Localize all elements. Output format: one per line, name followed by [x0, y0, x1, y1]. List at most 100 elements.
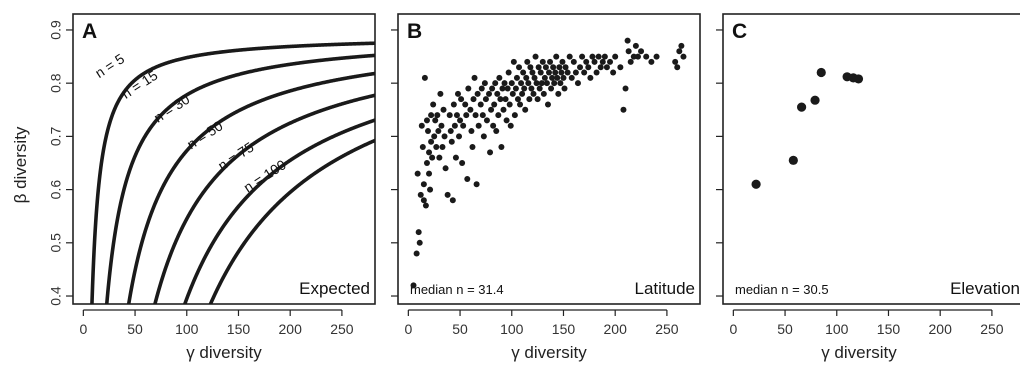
data-point: [566, 53, 573, 60]
x-axis-label: γ diversity: [186, 343, 262, 362]
data-point: [534, 96, 541, 103]
data-point: [429, 154, 436, 161]
curve-label: n = 15: [119, 67, 161, 102]
data-point: [638, 48, 645, 55]
data-point: [624, 37, 631, 44]
data-point: [622, 85, 629, 92]
data-point: [437, 90, 444, 97]
data-point: [492, 80, 499, 87]
data-point: [495, 112, 502, 119]
data-point: [431, 133, 438, 140]
data-point: [543, 80, 550, 87]
x-tick-label: 50: [777, 321, 793, 337]
data-point: [541, 74, 548, 81]
data-point: [557, 80, 564, 87]
data-point: [497, 96, 504, 103]
data-point: [625, 48, 632, 55]
data-point: [477, 101, 484, 108]
data-point: [601, 53, 608, 60]
x-axis-label: γ diversity: [821, 343, 897, 362]
data-point: [491, 101, 498, 108]
data-point: [593, 69, 600, 76]
data-point: [410, 282, 417, 289]
x-tick-label: 150: [552, 321, 576, 337]
data-point: [486, 90, 493, 97]
data-point: [538, 80, 545, 87]
data-point: [634, 53, 641, 60]
data-point: [585, 64, 592, 71]
x-tick-label: 100: [500, 321, 524, 337]
x-tick-label: 250: [655, 321, 679, 337]
data-point: [414, 170, 421, 177]
x-tick-label: 0: [79, 321, 87, 337]
data-point: [680, 53, 687, 60]
data-point: [559, 58, 566, 65]
data-point: [504, 85, 511, 92]
data-point: [422, 202, 429, 209]
data-point: [447, 128, 454, 135]
x-tick-label: 200: [279, 321, 303, 337]
data-point: [555, 90, 562, 97]
panel-b-data: [410, 37, 687, 289]
data-point: [513, 74, 520, 81]
data-point: [421, 74, 428, 81]
x-tick-label: 50: [452, 321, 468, 337]
data-point: [554, 74, 561, 81]
data-point: [532, 53, 539, 60]
y-tick-label: 0.9: [48, 20, 64, 40]
panel-letter: B: [407, 20, 422, 43]
data-point: [470, 96, 477, 103]
panel-b: 0 50 100 150 200 250 γ diversity B Latitude media…: [391, 13, 701, 362]
data-point: [550, 64, 557, 71]
data-point: [581, 69, 588, 76]
data-point: [503, 117, 510, 124]
data-point: [441, 133, 448, 140]
y-tick-label: 0.8: [48, 73, 64, 93]
data-point: [552, 69, 559, 76]
panel-c-data: [751, 67, 864, 189]
data-point: [556, 64, 563, 71]
data-point: [490, 122, 497, 129]
x-tick-label: 200: [604, 321, 628, 337]
curve-label: n = 30: [151, 91, 193, 126]
data-point: [444, 191, 451, 198]
panel-letter: C: [732, 20, 747, 43]
data-point: [453, 112, 460, 119]
data-point: [653, 53, 660, 60]
x-tick-label: 200: [929, 321, 953, 337]
x-tick-label: 150: [877, 321, 901, 337]
data-point: [527, 64, 534, 71]
x-tick-label: 0: [729, 321, 737, 337]
curve-n-5: [90, 41, 375, 304]
curve-n-75: [182, 118, 375, 304]
data-point: [574, 80, 581, 87]
data-point: [463, 112, 470, 119]
data-point: [512, 85, 519, 92]
data-point: [502, 96, 509, 103]
data-point: [599, 58, 606, 65]
x-tick-label: 150: [227, 321, 251, 337]
data-point: [459, 159, 466, 166]
data-point: [603, 64, 610, 71]
data-point: [519, 90, 526, 97]
data-point: [479, 112, 486, 119]
data-point: [452, 154, 459, 161]
data-point: [520, 69, 527, 76]
data-point: [797, 102, 807, 112]
data-point: [551, 80, 558, 87]
data-point: [428, 138, 435, 145]
data-point: [597, 64, 604, 71]
data-point: [435, 128, 442, 135]
data-point: [496, 74, 503, 81]
data-point: [524, 58, 531, 65]
data-point: [480, 133, 487, 140]
data-point: [417, 191, 424, 198]
data-point: [467, 106, 474, 113]
data-point: [505, 69, 512, 76]
data-point: [424, 128, 431, 135]
data-point: [423, 159, 430, 166]
data-point: [456, 133, 463, 140]
y-tick-label: 0.7: [48, 126, 64, 146]
data-point: [438, 122, 445, 129]
data-point: [535, 64, 542, 71]
